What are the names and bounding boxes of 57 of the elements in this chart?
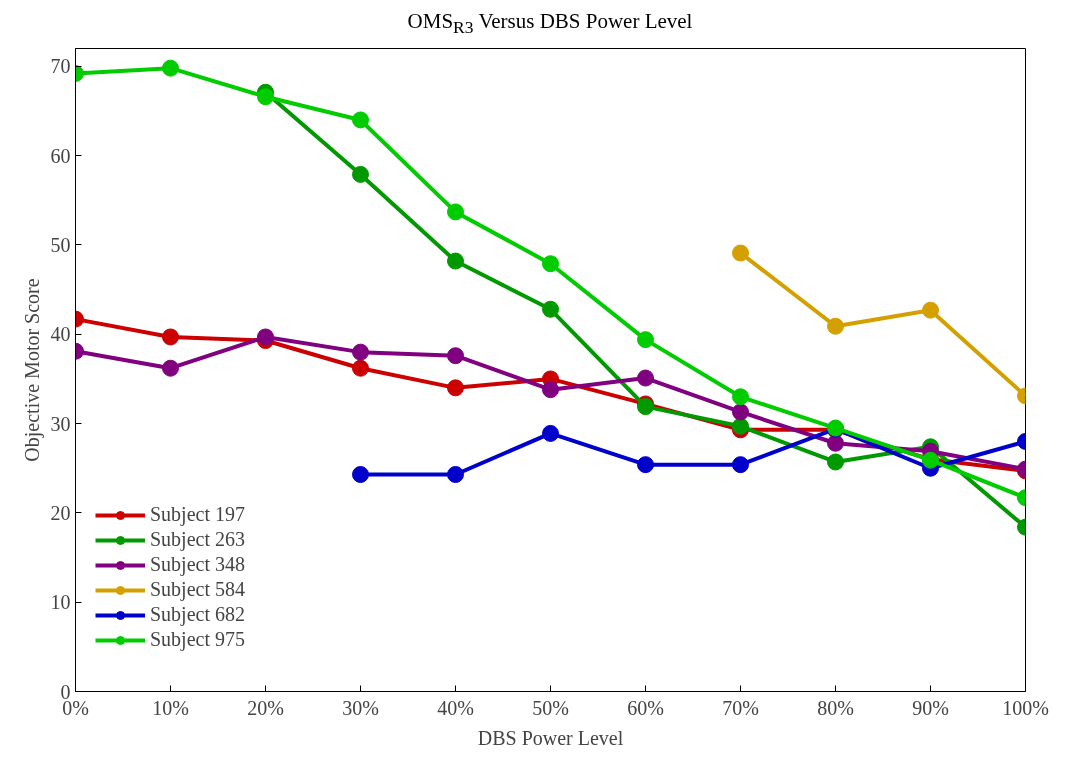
point: [257, 88, 274, 106]
point: [542, 424, 559, 442]
x-tick-label: 80%: [817, 696, 854, 719]
y-tick-label: 30: [50, 412, 71, 435]
point: [352, 343, 369, 361]
y-tick-label: 40: [50, 323, 71, 346]
point: [827, 453, 844, 471]
y-tick-label: 70: [50, 55, 71, 78]
y-tick-label: 20: [50, 501, 71, 524]
point: [732, 244, 749, 262]
y-tick-label: 10: [50, 591, 71, 614]
y-axis-title: Objective Motor Score: [20, 278, 44, 462]
x-tick-label: 20%: [247, 696, 284, 719]
point: [542, 255, 559, 273]
legend-label: Subject 975: [150, 628, 245, 651]
legend-label: Subject 348: [150, 553, 245, 576]
point: [637, 331, 654, 349]
x-tick-label: 40%: [437, 696, 474, 719]
point: [637, 456, 654, 474]
y-tick-label: 50: [50, 233, 71, 256]
legend-label: Subject 197: [150, 503, 245, 526]
point: [352, 165, 369, 183]
legend-label: Subject 263: [150, 528, 245, 551]
chart-title: OMS$_{R3}$ Versus DBS Power Level: [407, 8, 693, 40]
point: [162, 359, 179, 377]
point: [542, 381, 559, 399]
point: [542, 300, 559, 318]
point: [732, 456, 749, 474]
point: [827, 434, 844, 452]
y-tick-label: 60: [50, 144, 71, 167]
point: [447, 347, 464, 365]
point: [637, 369, 654, 387]
point: [257, 328, 274, 346]
x-tick-label: 90%: [912, 696, 949, 719]
x-tick-label: 70%: [722, 696, 759, 719]
point: [352, 466, 369, 483]
point: [162, 59, 179, 77]
point: [447, 203, 464, 221]
legend-label: Subject 584: [150, 578, 245, 601]
point: [732, 403, 749, 421]
point: [352, 359, 369, 377]
point: [447, 379, 464, 397]
x-axis-title: DBS Power Level: [477, 726, 624, 749]
point: [827, 317, 844, 335]
point: [732, 388, 749, 406]
point: [732, 417, 749, 435]
x-tick-label: 100%: [1002, 696, 1049, 719]
x-tick-label: 10%: [152, 696, 189, 719]
point: [922, 301, 939, 319]
x-tick-label: 60%: [627, 696, 664, 719]
point: [447, 252, 464, 270]
point: [447, 466, 464, 483]
x-tick-label: 50%: [532, 696, 569, 719]
legend-label: Subject 682: [150, 603, 245, 626]
point: [162, 328, 179, 346]
x-tick-label: 30%: [342, 696, 379, 719]
point: [352, 111, 369, 129]
